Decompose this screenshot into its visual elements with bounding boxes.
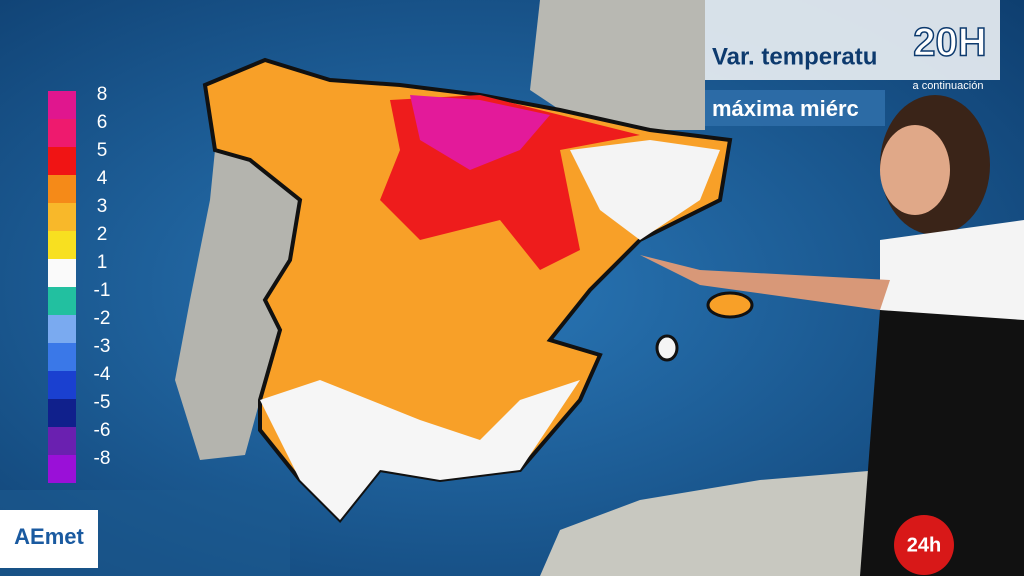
legend-label: -5 [94, 392, 111, 413]
legend-swatch [48, 175, 76, 203]
legend-label: -6 [94, 420, 111, 441]
france [530, 0, 705, 130]
legend-label: 2 [97, 224, 108, 245]
title: Var. temperatu [712, 43, 877, 70]
legend-label: -1 [94, 280, 111, 301]
legend-swatch [48, 203, 76, 231]
legend-swatch [48, 315, 76, 343]
cool-zone [260, 380, 580, 520]
legend-label: 4 [97, 168, 108, 189]
legend-label: -4 [94, 364, 111, 385]
legend-label: -8 [94, 448, 111, 469]
program-logo: 20H [913, 21, 986, 65]
africa [540, 470, 880, 576]
channel-logo [894, 515, 954, 575]
presenter [640, 95, 1024, 576]
legend-swatch [48, 343, 76, 371]
legend-swatch [48, 455, 76, 483]
legend-swatch [48, 399, 76, 427]
legend-swatch [48, 119, 76, 147]
subtitle: máxima miérc [712, 96, 859, 121]
legend-swatch [48, 231, 76, 259]
legend-swatch [48, 259, 76, 287]
channel-logo-text: 24h [907, 534, 941, 556]
legend-swatch [48, 287, 76, 315]
legend-label: 1 [97, 252, 108, 273]
cool-zone [570, 140, 720, 240]
hot-zone [410, 95, 550, 170]
subtitle-box [705, 90, 885, 126]
legend-label: 6 [97, 112, 108, 133]
legend-label: 5 [97, 140, 108, 161]
legend-swatch [48, 91, 76, 119]
legend-swatch [48, 371, 76, 399]
program-note: a continuación [913, 80, 984, 92]
portugal [175, 150, 300, 460]
island [706, 291, 754, 319]
legend-label: 8 [97, 84, 108, 105]
legend-label: 3 [97, 196, 108, 217]
island [655, 334, 679, 362]
agency-logo-text: AEmet [14, 524, 84, 549]
legend-label: -3 [94, 336, 111, 357]
legend-swatch [48, 427, 76, 455]
legend-swatch [48, 147, 76, 175]
legend: 8 6 5 4 3 2 1 -1 -2 -3 -4 -5 -6 -8 [48, 84, 111, 483]
agency-logo [0, 510, 98, 568]
title-box [705, 0, 1000, 80]
legend-label: -2 [94, 308, 111, 329]
